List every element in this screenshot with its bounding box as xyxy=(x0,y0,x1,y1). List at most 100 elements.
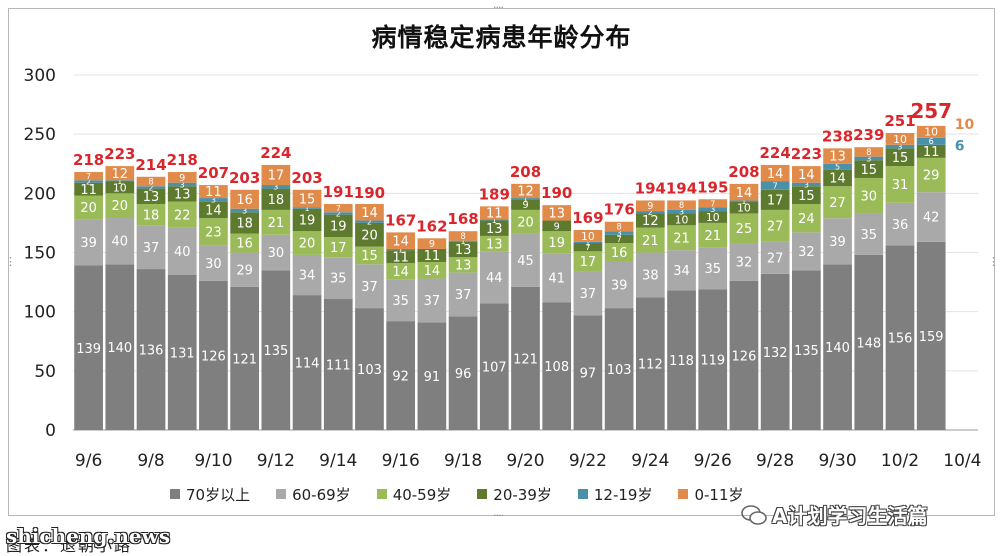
data-label: 11 xyxy=(424,249,441,264)
bar-segment xyxy=(167,186,197,202)
data-label: 15 xyxy=(299,192,316,207)
bar-segment xyxy=(386,250,416,264)
data-label: 31 xyxy=(892,178,909,193)
legend-swatch xyxy=(376,489,387,499)
y-tick-label: 200 xyxy=(24,184,56,204)
data-label: 20 xyxy=(299,237,316,252)
bar-segment xyxy=(854,177,884,214)
bar-segment xyxy=(854,213,884,255)
data-label: 5 xyxy=(835,163,840,172)
x-tick-label: 9/12 xyxy=(257,451,295,471)
bar-segment xyxy=(167,172,197,183)
data-label: 35 xyxy=(704,262,721,277)
wechat-icon xyxy=(741,504,767,525)
bar-segment xyxy=(511,209,540,234)
data-label: 37 xyxy=(455,288,472,303)
resize-handle-top[interactable]: ···· xyxy=(493,1,504,14)
bar-segment xyxy=(698,207,728,212)
chart-title: 病情稳定病患年龄分布 xyxy=(371,23,632,52)
x-tick-label: 9/30 xyxy=(818,451,856,471)
data-label: 21 xyxy=(268,216,285,231)
bar-segment xyxy=(386,248,416,251)
data-label: 34 xyxy=(299,269,316,284)
bar-segment xyxy=(729,243,759,281)
data-label: 17 xyxy=(580,255,597,270)
data-label: 21 xyxy=(704,229,721,244)
total-label: 214 xyxy=(135,156,166,174)
bar-segment xyxy=(511,183,540,199)
x-tick-label: 10/4 xyxy=(943,451,981,471)
data-label: 3 xyxy=(866,154,871,163)
data-label: 19 xyxy=(548,236,565,251)
x-tick-label: 9/6 xyxy=(75,451,102,471)
x-tick-label: 9/28 xyxy=(756,451,794,471)
data-label: 156 xyxy=(888,332,913,347)
bar-segment xyxy=(542,220,572,232)
data-label: 1 xyxy=(461,237,466,246)
data-label: 7 xyxy=(710,199,715,208)
data-label: 12 xyxy=(642,214,659,229)
data-label: 19 xyxy=(299,214,316,229)
bar-segment xyxy=(355,222,384,247)
total-label: 239 xyxy=(853,126,884,144)
x-tick-label: 9/8 xyxy=(137,451,164,471)
bar-segment xyxy=(199,201,228,219)
data-label: 40 xyxy=(174,245,191,260)
total-label: 190 xyxy=(354,184,385,202)
bar-segment xyxy=(885,132,915,145)
resize-handle-right[interactable]: ⋮ xyxy=(988,255,999,268)
total-label: 167 xyxy=(385,211,416,229)
data-label: 3 xyxy=(211,196,216,205)
bar-segment xyxy=(667,200,696,210)
bar-segment xyxy=(635,227,665,253)
bar-segment xyxy=(417,278,447,323)
y-tick-label: 250 xyxy=(24,125,56,145)
bar-segment xyxy=(729,183,759,201)
data-label: 7 xyxy=(336,204,341,213)
bar-segment xyxy=(355,246,384,265)
data-label: 10 xyxy=(581,230,595,243)
data-label: 30 xyxy=(205,257,222,272)
data-label: 25 xyxy=(736,222,753,237)
bar-segment xyxy=(323,214,353,238)
data-label: 121 xyxy=(232,352,257,367)
data-label: 10 xyxy=(706,211,720,224)
total-label: 224 xyxy=(260,144,291,162)
bar-segment xyxy=(355,203,384,221)
data-label: 140 xyxy=(825,341,850,356)
bar-segment xyxy=(386,279,416,322)
data-label: 18 xyxy=(143,208,160,223)
bar-segment xyxy=(604,234,634,244)
bar-segment xyxy=(760,241,790,274)
data-label: 7 xyxy=(585,243,590,252)
bar-segment xyxy=(667,213,696,226)
bar-segment xyxy=(199,280,228,430)
data-label: 19 xyxy=(330,220,347,235)
resize-handle-left[interactable]: ⋮ xyxy=(5,255,16,268)
data-label: 14 xyxy=(767,167,784,182)
y-tick-label: 100 xyxy=(24,303,56,323)
legend-swatch xyxy=(577,489,588,499)
bar-segment xyxy=(167,274,197,430)
bar-segment xyxy=(292,208,322,232)
bar-segment xyxy=(573,243,603,252)
bar-segment xyxy=(230,252,259,287)
x-tick-label: 10/2 xyxy=(881,451,919,471)
total-label: 251 xyxy=(884,112,915,130)
data-label: 35 xyxy=(861,228,878,243)
bar-segment xyxy=(854,156,884,161)
bar-segment xyxy=(323,257,353,299)
data-label: 20 xyxy=(517,215,534,230)
data-label: 10 xyxy=(113,181,127,194)
x-tick-label: 9/14 xyxy=(319,451,357,471)
data-label: 41 xyxy=(548,272,565,287)
wechat-account: A计划学习生活篇 xyxy=(740,500,927,529)
bar-segment xyxy=(542,253,572,303)
data-label: 40 xyxy=(112,234,129,249)
bar-segment xyxy=(136,188,166,204)
data-label: 16 xyxy=(236,237,253,252)
resize-handle-bottom[interactable]: ···· xyxy=(493,509,504,522)
data-label: 39 xyxy=(829,235,846,250)
bar-segment xyxy=(292,295,322,430)
data-label: 13 xyxy=(143,190,160,205)
